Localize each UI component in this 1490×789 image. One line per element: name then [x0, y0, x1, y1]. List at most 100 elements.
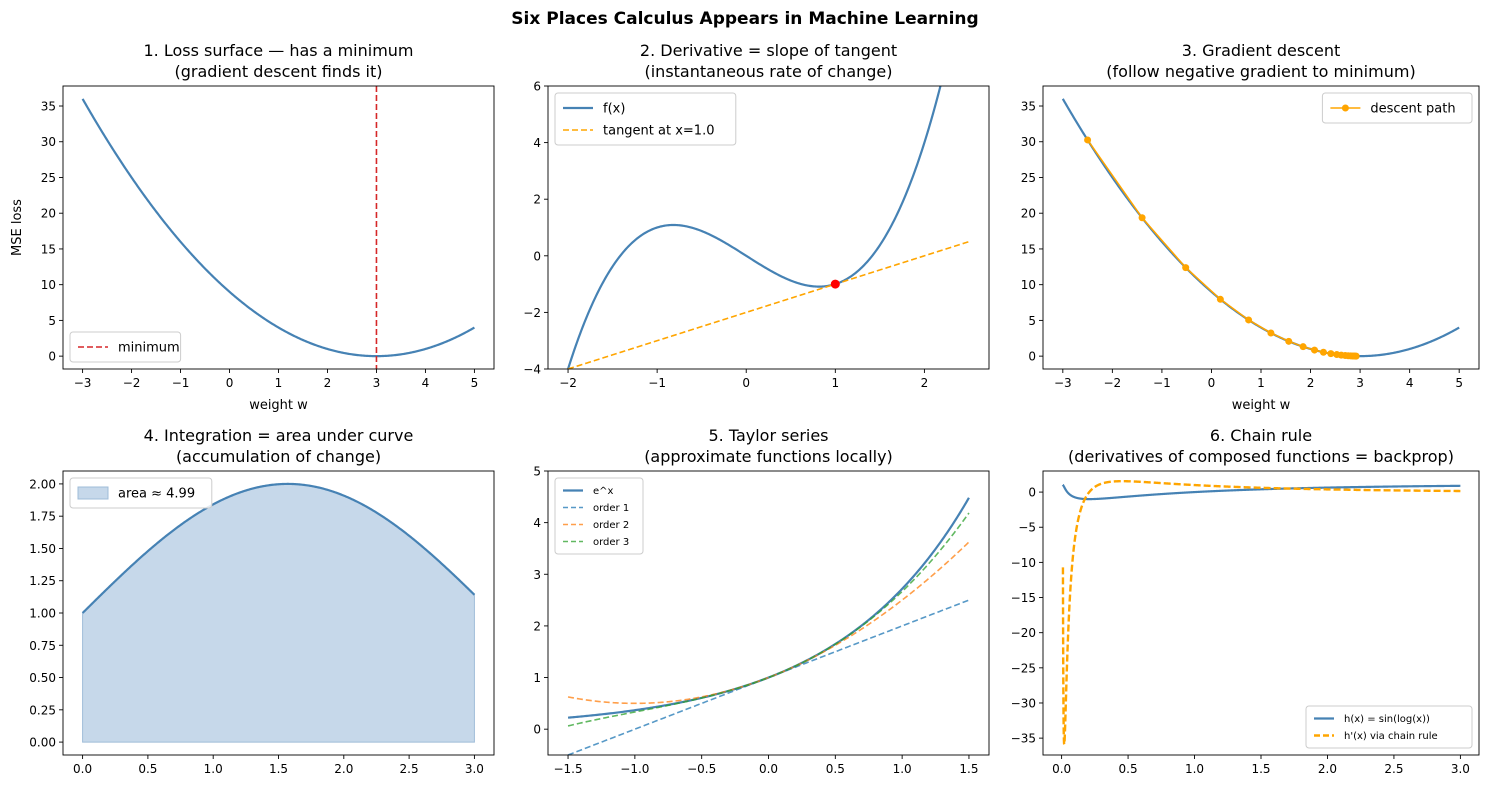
- x-tick-label: −1: [1153, 376, 1171, 390]
- x-tick-label: 1: [275, 376, 283, 390]
- series-line-h-x-sin-log-x-: [1061, 484, 1461, 501]
- subplot-title: 3. Gradient descent: [1182, 41, 1340, 60]
- y-tick-label: 0: [1028, 486, 1036, 500]
- y-tick-label: 0: [533, 723, 541, 737]
- legend-label: descent path: [1370, 102, 1455, 117]
- plot-area: [567, 86, 970, 369]
- x-tick-label: −1.5: [553, 762, 582, 776]
- x-tick-label: 3.0: [465, 762, 484, 776]
- legend-box: [1305, 705, 1473, 749]
- subplot-title: 2. Derivative = slope of tangent: [640, 41, 897, 60]
- y-tick-label: 0: [1028, 350, 1036, 364]
- y-tick-label: 4: [533, 516, 541, 530]
- legend-label: tangent at x=1.0: [603, 124, 714, 139]
- x-tick-label: −1: [172, 376, 190, 390]
- legend-entry: order 1: [563, 503, 629, 514]
- y-tick-label: 3: [533, 568, 541, 582]
- y-tick-label: −2: [523, 306, 541, 320]
- legend: f(x) tangent at x=1.0: [554, 92, 737, 146]
- axes-frame: [62, 470, 495, 756]
- legend-entry: tangent at x=1.0: [563, 124, 714, 139]
- legend-entry: order 2: [563, 520, 629, 531]
- y-tick-label: 2.00: [29, 477, 56, 491]
- plot-area: [81, 482, 476, 743]
- y-tick-label: 1.50: [29, 542, 56, 556]
- axes-frame: [547, 470, 990, 756]
- y-tick-label: 2: [533, 193, 541, 207]
- y-tick-label: −15: [1011, 591, 1036, 605]
- x-tick-label: −3: [74, 376, 92, 390]
- legend-box: [69, 331, 182, 363]
- descent-point: [1352, 352, 1360, 360]
- legend-entry: descent path: [1330, 102, 1456, 117]
- y-tick-label: 5: [533, 465, 541, 479]
- legend-entry: e^x: [563, 486, 614, 497]
- x-tick-label: −0.5: [687, 762, 716, 776]
- subplots: 1. Loss surface — has a minimum (gradient…: [10, 41, 1480, 776]
- y-tick-label: 35: [41, 100, 56, 114]
- legend: minimum: [69, 331, 182, 363]
- legend-entry: area ≈ 4.99: [77, 486, 195, 502]
- series-line-loss: [81, 98, 475, 358]
- y-tick-label: 35: [1021, 100, 1036, 114]
- y-tick-label: −30: [1011, 696, 1036, 710]
- legend-label: f(x): [603, 102, 625, 117]
- x-tick-label: 1.0: [1185, 762, 1204, 776]
- y-tick-label: 0.50: [29, 671, 56, 685]
- y-tick-label: 20: [1021, 207, 1036, 221]
- x-axis-label: weight w: [1232, 398, 1291, 413]
- y-tick-label: 15: [1021, 242, 1036, 256]
- y-tick-label: 0: [533, 249, 541, 263]
- subplot-title: 6. Chain rule: [1210, 426, 1312, 445]
- x-tick-label: 4: [1406, 376, 1414, 390]
- legend-label: e^x: [593, 486, 614, 497]
- x-tick-label: 1: [831, 376, 839, 390]
- x-tick-label: −2: [123, 376, 141, 390]
- x-tick-label: 2.0: [1318, 762, 1337, 776]
- subplot-subtitle: (approximate functions locally): [644, 447, 893, 466]
- subplot-title: 4. Integration = area under curve: [144, 426, 414, 445]
- legend: area ≈ 4.99: [69, 477, 213, 509]
- y-tick-label: 5: [48, 314, 56, 328]
- x-tick-label: 2.5: [1384, 762, 1403, 776]
- y-tick-label: 20: [41, 207, 56, 221]
- area-fill: [82, 483, 475, 743]
- y-tick-label: 15: [41, 242, 56, 256]
- legend-box: [1321, 92, 1473, 124]
- subplot-p6: 6. Chain rule (derivatives of composed fu…: [1011, 426, 1480, 776]
- x-tick-label: 3: [1356, 376, 1364, 390]
- y-tick-label: 4: [533, 136, 541, 150]
- series-line-h-x-via-chain-rule: [1061, 479, 1461, 746]
- x-tick-label: 1: [1257, 376, 1265, 390]
- x-tick-label: 0.0: [73, 762, 92, 776]
- series-line-f-x-: [567, 86, 942, 369]
- plot-area: [1061, 479, 1461, 746]
- legend-entry: h(x) = sin(log(x)): [1314, 714, 1430, 725]
- plot-area: [567, 497, 970, 755]
- legend-entry: order 3: [563, 537, 629, 548]
- x-tick-label: 1.5: [1251, 762, 1270, 776]
- subplot-title: 1. Loss surface — has a minimum: [143, 41, 413, 60]
- x-tick-label: 0.0: [1052, 762, 1071, 776]
- descent-point: [1216, 295, 1224, 303]
- x-tick-label: 0.5: [826, 762, 845, 776]
- x-axis-label: weight w: [249, 398, 308, 413]
- subplot-subtitle: (accumulation of change): [176, 447, 381, 466]
- subplot-subtitle: (derivatives of composed functions = bac…: [1068, 447, 1454, 466]
- x-tick-label: 5: [471, 376, 479, 390]
- y-tick-label: 0: [48, 350, 56, 364]
- y-tick-label: 25: [1021, 171, 1036, 185]
- x-tick-label: 2: [324, 376, 332, 390]
- x-tick-label: 5: [1455, 376, 1463, 390]
- legend-label: minimum: [118, 341, 180, 356]
- y-axis-label: MSE loss: [10, 199, 25, 256]
- series-line-order-3: [567, 512, 970, 727]
- y-tick-label: 6: [533, 80, 541, 94]
- x-tick-label: 3: [373, 376, 381, 390]
- series-line-order-2: [567, 541, 970, 705]
- legend-label: h(x) = sin(log(x)): [1344, 714, 1430, 725]
- x-tick-label: −1: [648, 376, 666, 390]
- descent-point: [1299, 343, 1307, 351]
- plot-area: [1061, 98, 1460, 360]
- legend-patch: [77, 486, 109, 500]
